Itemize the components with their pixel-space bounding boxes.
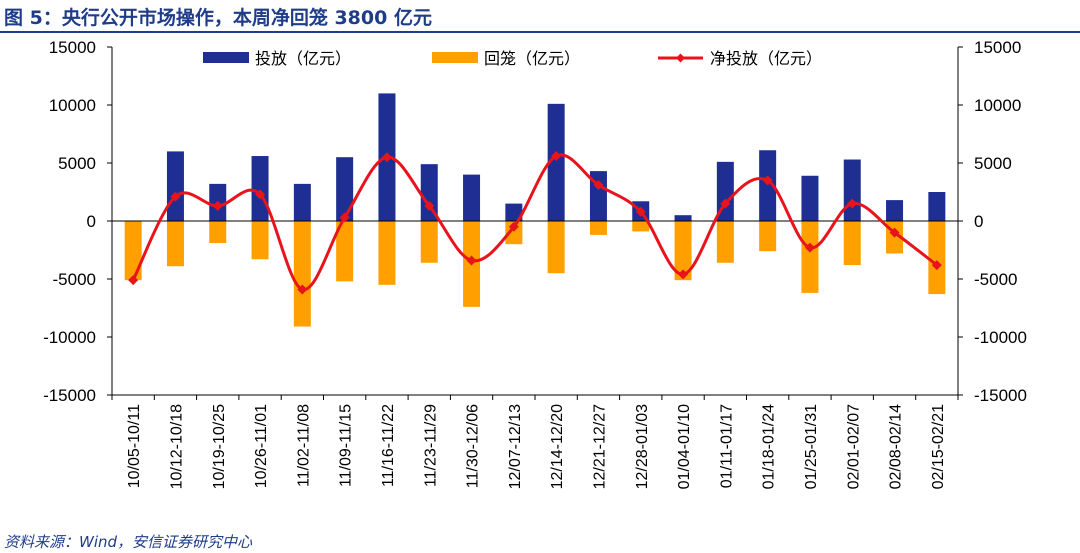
injection-bar	[336, 157, 354, 221]
x-tick-label: 11/09-11/15	[338, 404, 355, 487]
net-injection-line	[131, 153, 938, 291]
x-tick-label: 11/16-11/22	[380, 404, 397, 487]
injection-bar	[886, 200, 904, 221]
x-tick-label: 12/21-12/27	[591, 404, 608, 490]
x-tick-label: 01/11-01/17	[718, 404, 735, 488]
y-tick-label-left: 10000	[49, 96, 96, 115]
injection-bar	[928, 192, 946, 221]
withdrawal-bar	[378, 221, 396, 285]
net-injection-point	[297, 284, 308, 295]
injection-bar	[547, 103, 565, 221]
net-injection-point	[424, 200, 435, 211]
net-injection-point	[212, 200, 223, 211]
y-tick-label-left: 15000	[49, 38, 96, 57]
withdrawal-bar	[716, 221, 734, 263]
y-tick-label-right: -5000	[974, 270, 1017, 289]
x-tick-label: 11/23-11/29	[422, 404, 439, 487]
net-injection-point	[931, 260, 942, 271]
withdrawal-bar	[547, 221, 565, 274]
y-tick-label-right: 10000	[974, 96, 1021, 115]
legend-swatch-injection	[203, 52, 249, 63]
y-tick-label-right: 15000	[974, 38, 1021, 57]
injection-bar	[801, 175, 819, 221]
withdrawal-bar	[124, 221, 142, 281]
injection-bar	[166, 151, 184, 221]
withdrawal-bar	[674, 221, 692, 281]
x-tick-label: 01/04-01/10	[676, 404, 693, 490]
x-tick-label: 11/02-11/08	[295, 404, 312, 487]
withdrawal-bar	[166, 221, 184, 267]
injection-bar	[420, 164, 438, 221]
legend-label-net: 净投放（亿元）	[710, 49, 822, 68]
injection-bar	[293, 183, 311, 221]
net-injection-point	[804, 242, 815, 253]
x-tick-label: 10/19-10/25	[211, 404, 228, 490]
x-tick-label: 02/15-02/21	[930, 404, 947, 490]
title-divider	[0, 31, 1080, 33]
y-tick-label-right: -10000	[974, 328, 1027, 347]
y-tick-label-left: 5000	[58, 154, 96, 173]
net-injection-point	[593, 180, 604, 191]
injection-bar	[843, 159, 861, 221]
net-injection-point	[762, 175, 773, 186]
y-tick-label-left: -5000	[53, 270, 96, 289]
net-injection-point	[466, 255, 477, 266]
withdrawal-bar	[293, 221, 311, 327]
withdrawal-bar	[251, 221, 269, 260]
chart: 投放（亿元） 回笼（亿元） 净投放（亿元） 15000 15000 10000 100…	[43, 38, 1027, 489]
net-injection-point	[889, 227, 900, 238]
withdrawal-bar	[928, 221, 946, 295]
y-tick-label-left: 0	[87, 212, 96, 231]
withdrawal-bar	[632, 221, 650, 232]
legend-label-withdrawal: 回笼（亿元）	[484, 49, 580, 68]
net-injection-point	[508, 221, 519, 232]
x-tick-label: 10/26-11/01	[253, 404, 270, 488]
x-tick-label: 12/07-12/13	[507, 404, 524, 490]
injection-bar	[674, 215, 692, 221]
net-injection-point	[339, 212, 350, 223]
y-tick-label-right: -15000	[974, 386, 1027, 405]
legend-label-injection: 投放（亿元）	[255, 49, 351, 68]
legend-swatch-withdrawal	[432, 52, 478, 63]
net-injection-point	[170, 191, 181, 202]
x-tick-label: 11/30-12/06	[465, 404, 482, 488]
withdrawal-bar	[843, 221, 861, 266]
legend-marker-net	[676, 53, 685, 63]
net-injection-point	[551, 151, 562, 162]
net-injection-point	[128, 275, 139, 286]
x-tick-label: 10/05-10/11	[126, 404, 143, 488]
withdrawal-bar	[801, 221, 819, 293]
x-tick-label: 01/18-01/24	[761, 404, 778, 490]
x-tick-label: 12/14-12/20	[549, 404, 566, 490]
figure-title: 图 5：央行公开市场操作，本周净回笼 3800 亿元	[4, 7, 432, 29]
net-injection-point	[847, 198, 858, 209]
injection-bar	[716, 161, 734, 221]
injection-bar	[251, 156, 269, 221]
injection-bar	[463, 174, 481, 221]
withdrawal-bar	[759, 221, 777, 252]
net-injection-point	[720, 198, 731, 209]
injection-bar	[505, 203, 523, 221]
net-injection-point	[381, 152, 392, 163]
x-tick-label: 10/12-10/18	[168, 404, 185, 490]
withdrawal-bar	[420, 221, 438, 263]
withdrawal-bar	[336, 221, 354, 282]
withdrawal-bar	[589, 221, 607, 235]
y-tick-label-left: -10000	[43, 328, 96, 347]
y-tick-label-right: 5000	[974, 154, 1012, 173]
withdrawal-bar	[209, 221, 227, 244]
y-tick-label-left: -15000	[43, 386, 96, 405]
net-injection-point	[678, 269, 689, 280]
x-tick-label: 02/01-02/07	[845, 404, 862, 490]
y-tick-label-right: 0	[974, 212, 983, 231]
plot-area: 15000 15000 10000 10000 5000 5000 0 0 -5000 -5000…	[43, 38, 1027, 489]
x-tick-label: 12/28-01/03	[634, 404, 651, 490]
source-note: 资料来源：Wind，安信证券研究中心	[4, 533, 253, 551]
x-tick-label: 01/25-01/31	[803, 404, 820, 490]
chart-legend: 投放（亿元） 回笼（亿元） 净投放（亿元）	[203, 49, 822, 68]
net-injection-point	[635, 206, 646, 217]
injection-bar	[759, 150, 777, 221]
x-tick-label: 02/08-02/14	[888, 404, 905, 490]
net-injection-point	[255, 189, 266, 200]
